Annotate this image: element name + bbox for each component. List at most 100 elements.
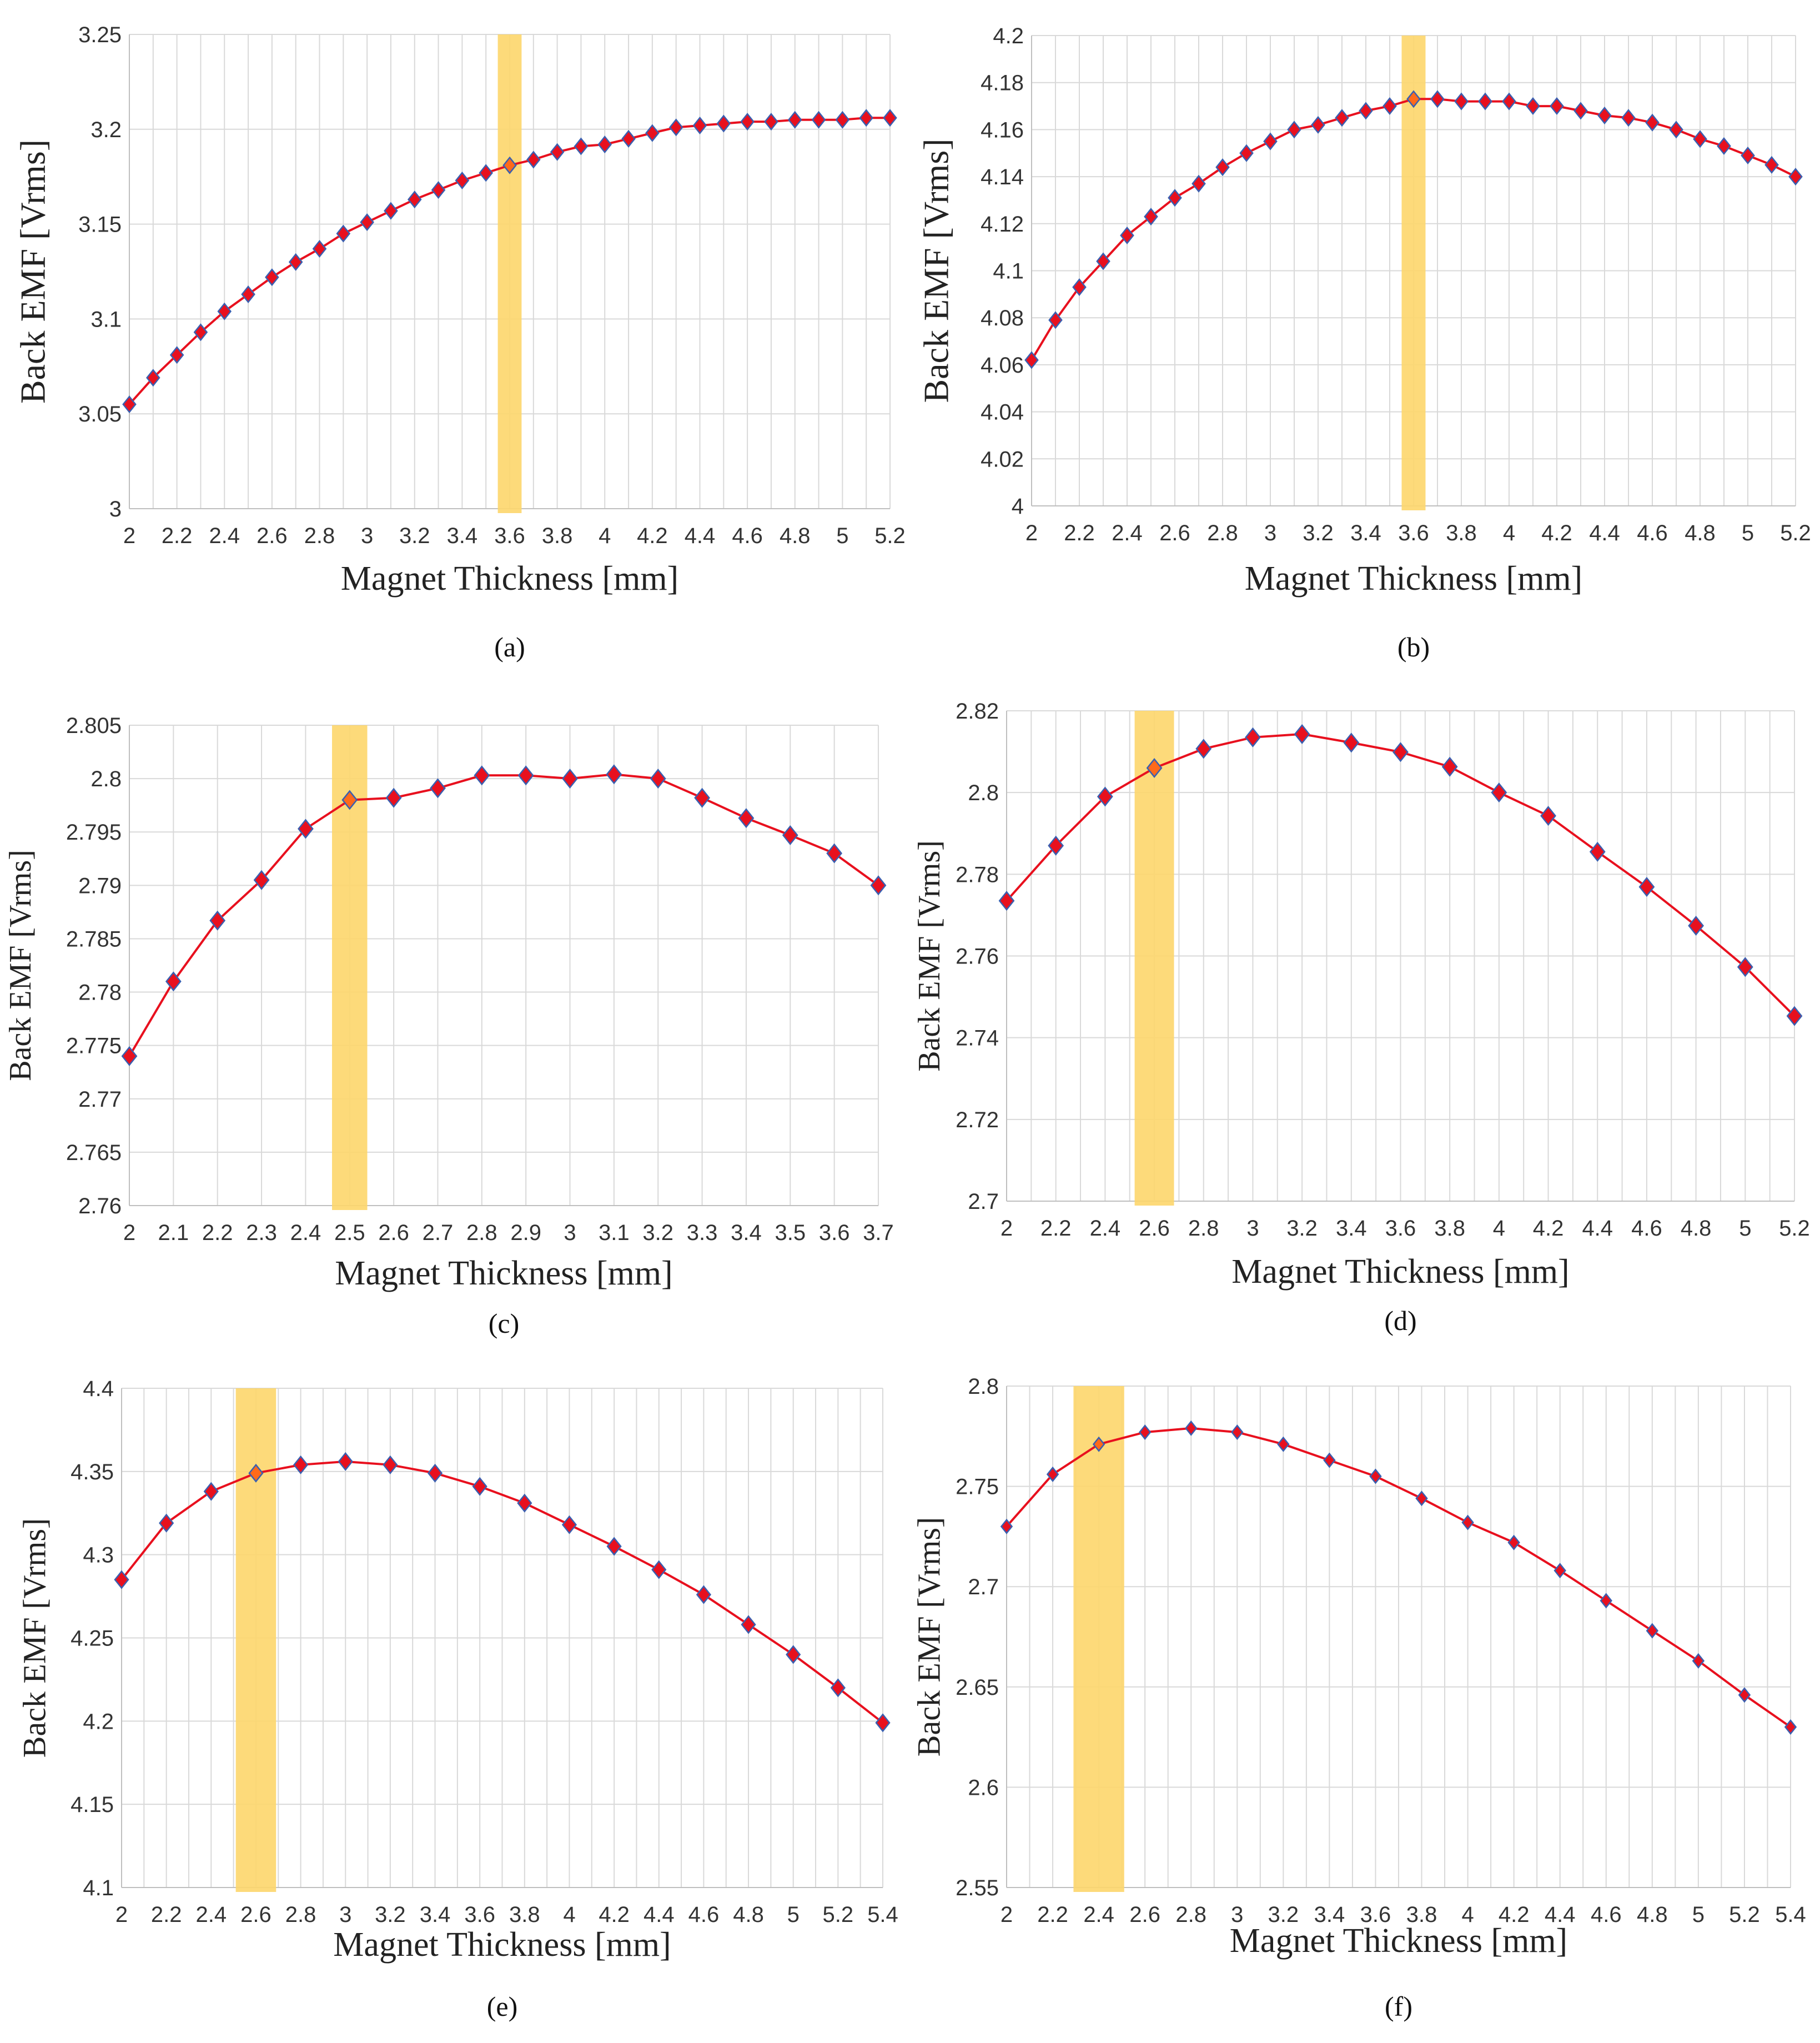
data-point bbox=[875, 1713, 891, 1733]
x-tick-label: 2 bbox=[115, 1903, 128, 1927]
y-tick-label: 2.8 bbox=[968, 781, 999, 805]
data-point bbox=[621, 129, 636, 148]
x-tick-label: 5 bbox=[836, 524, 848, 548]
panel-caption: (d) bbox=[1384, 1305, 1416, 1336]
x-tick-label: 2.6 bbox=[1159, 521, 1190, 545]
x-tick-label: 2.2 bbox=[1064, 521, 1095, 545]
x-tick-label: 2 bbox=[1025, 521, 1038, 545]
data-point bbox=[1589, 841, 1606, 862]
data-point bbox=[336, 224, 351, 243]
x-tick-label: 3.6 bbox=[464, 1903, 495, 1927]
data-point bbox=[338, 1452, 353, 1471]
x-axis-title: Magnet Thickness [mm] bbox=[335, 1254, 672, 1292]
x-tick-label: 3 bbox=[1246, 1216, 1259, 1241]
x-tick-label: 3.5 bbox=[775, 1221, 806, 1245]
y-tick-label: 2.8 bbox=[91, 767, 122, 791]
x-tick-label: 2.2 bbox=[1037, 1903, 1068, 1927]
y-tick-label: 2.7 bbox=[968, 1189, 999, 1214]
x-tick-label: 4 bbox=[599, 524, 611, 548]
x-tick-label: 5 bbox=[1692, 1903, 1705, 1927]
data-point bbox=[114, 1570, 129, 1589]
data-point bbox=[1717, 137, 1731, 155]
data-point bbox=[474, 765, 490, 786]
data-point bbox=[1621, 109, 1636, 127]
data-point bbox=[312, 240, 327, 258]
x-axis-title: Magnet Thickness [mm] bbox=[1245, 560, 1582, 598]
x-tick-label: 2.4 bbox=[1112, 521, 1143, 545]
y-tick-label: 2.8 bbox=[968, 1374, 999, 1399]
x-tick-label: 3.2 bbox=[642, 1221, 673, 1245]
y-tick-label: 4.18 bbox=[981, 71, 1024, 96]
data-point bbox=[1430, 90, 1445, 108]
y-tick-label: 4.3 bbox=[83, 1543, 114, 1568]
highlight-data-point bbox=[341, 790, 358, 810]
data-point bbox=[1478, 92, 1492, 111]
x-tick-label: 5 bbox=[1739, 1216, 1751, 1241]
data-point bbox=[121, 1046, 138, 1066]
y-tick-label: 3.05 bbox=[78, 402, 122, 426]
data-point bbox=[835, 111, 850, 129]
y-tick-label: 2.76 bbox=[956, 945, 999, 969]
highlight-data-point bbox=[502, 156, 517, 174]
data-point bbox=[360, 213, 374, 232]
data-point bbox=[146, 369, 160, 387]
panel-caption: (e) bbox=[487, 1991, 518, 2022]
data-point bbox=[1441, 756, 1458, 777]
x-tick-label: 2.2 bbox=[151, 1903, 182, 1927]
data-point bbox=[384, 202, 398, 220]
data-point bbox=[1540, 806, 1556, 826]
data-point bbox=[1788, 168, 1803, 186]
data-point bbox=[550, 143, 565, 161]
data-point bbox=[694, 787, 710, 808]
x-tick-label: 2.4 bbox=[1083, 1903, 1114, 1927]
x-tick-label: 3.8 bbox=[1446, 521, 1477, 545]
data-point bbox=[298, 819, 314, 839]
x-tick-label: 3.2 bbox=[399, 524, 430, 548]
data-point bbox=[870, 875, 887, 896]
x-tick-label: 2.4 bbox=[290, 1221, 321, 1245]
x-tick-label: 2 bbox=[123, 524, 135, 548]
data-point bbox=[1369, 1468, 1382, 1484]
x-tick-label: 4.4 bbox=[1545, 1903, 1576, 1927]
data-point bbox=[1738, 1687, 1751, 1703]
data-point bbox=[1144, 208, 1158, 226]
x-tick-label: 5.2 bbox=[874, 524, 906, 548]
x-tick-label: 4 bbox=[1503, 521, 1515, 545]
x-tick-label: 2.7 bbox=[423, 1221, 454, 1245]
y-tick-label: 4.02 bbox=[981, 447, 1024, 471]
data-point bbox=[738, 808, 755, 829]
x-tick-label: 4.4 bbox=[685, 524, 716, 548]
x-tick-label: 3.4 bbox=[1314, 1903, 1345, 1927]
data-point bbox=[1343, 732, 1360, 753]
x-axis-title: Magnet Thickness [mm] bbox=[1230, 1922, 1567, 1960]
x-tick-label: 2.4 bbox=[1090, 1216, 1121, 1241]
y-tick-label: 4 bbox=[1012, 494, 1024, 519]
data-point bbox=[193, 323, 208, 342]
y-tick-label: 2.79 bbox=[78, 874, 122, 898]
data-point bbox=[650, 769, 666, 789]
y-tick-label: 2.77 bbox=[78, 1087, 122, 1112]
data-point bbox=[1000, 1518, 1013, 1534]
optimal-thickness-band bbox=[497, 34, 522, 513]
x-tick-label: 2.8 bbox=[304, 524, 335, 548]
x-tick-label: 3.6 bbox=[819, 1221, 850, 1245]
y-tick-label: 3.1 bbox=[91, 307, 122, 332]
highlight-data-point bbox=[248, 1463, 264, 1483]
x-tick-label: 4.2 bbox=[599, 1903, 630, 1927]
y-axis-title: Back EMF [Vrms] bbox=[911, 1517, 947, 1756]
x-tick-label: 2.9 bbox=[510, 1221, 541, 1245]
data-point bbox=[455, 172, 470, 190]
y-tick-label: 2.78 bbox=[956, 862, 999, 887]
x-tick-label: 5.4 bbox=[1775, 1903, 1806, 1927]
data-point bbox=[1415, 1490, 1428, 1507]
y-axis-title: Back EMF [Vrms] bbox=[13, 139, 53, 404]
x-tick-label: 3.2 bbox=[1303, 521, 1334, 545]
x-tick-label: 3 bbox=[1264, 521, 1276, 545]
data-point bbox=[253, 870, 270, 890]
x-tick-label: 5 bbox=[1742, 521, 1754, 545]
x-tick-label: 2.1 bbox=[158, 1221, 189, 1245]
x-tick-label: 3.1 bbox=[599, 1221, 630, 1245]
y-tick-label: 4.1 bbox=[993, 259, 1024, 284]
data-point bbox=[1294, 724, 1310, 744]
